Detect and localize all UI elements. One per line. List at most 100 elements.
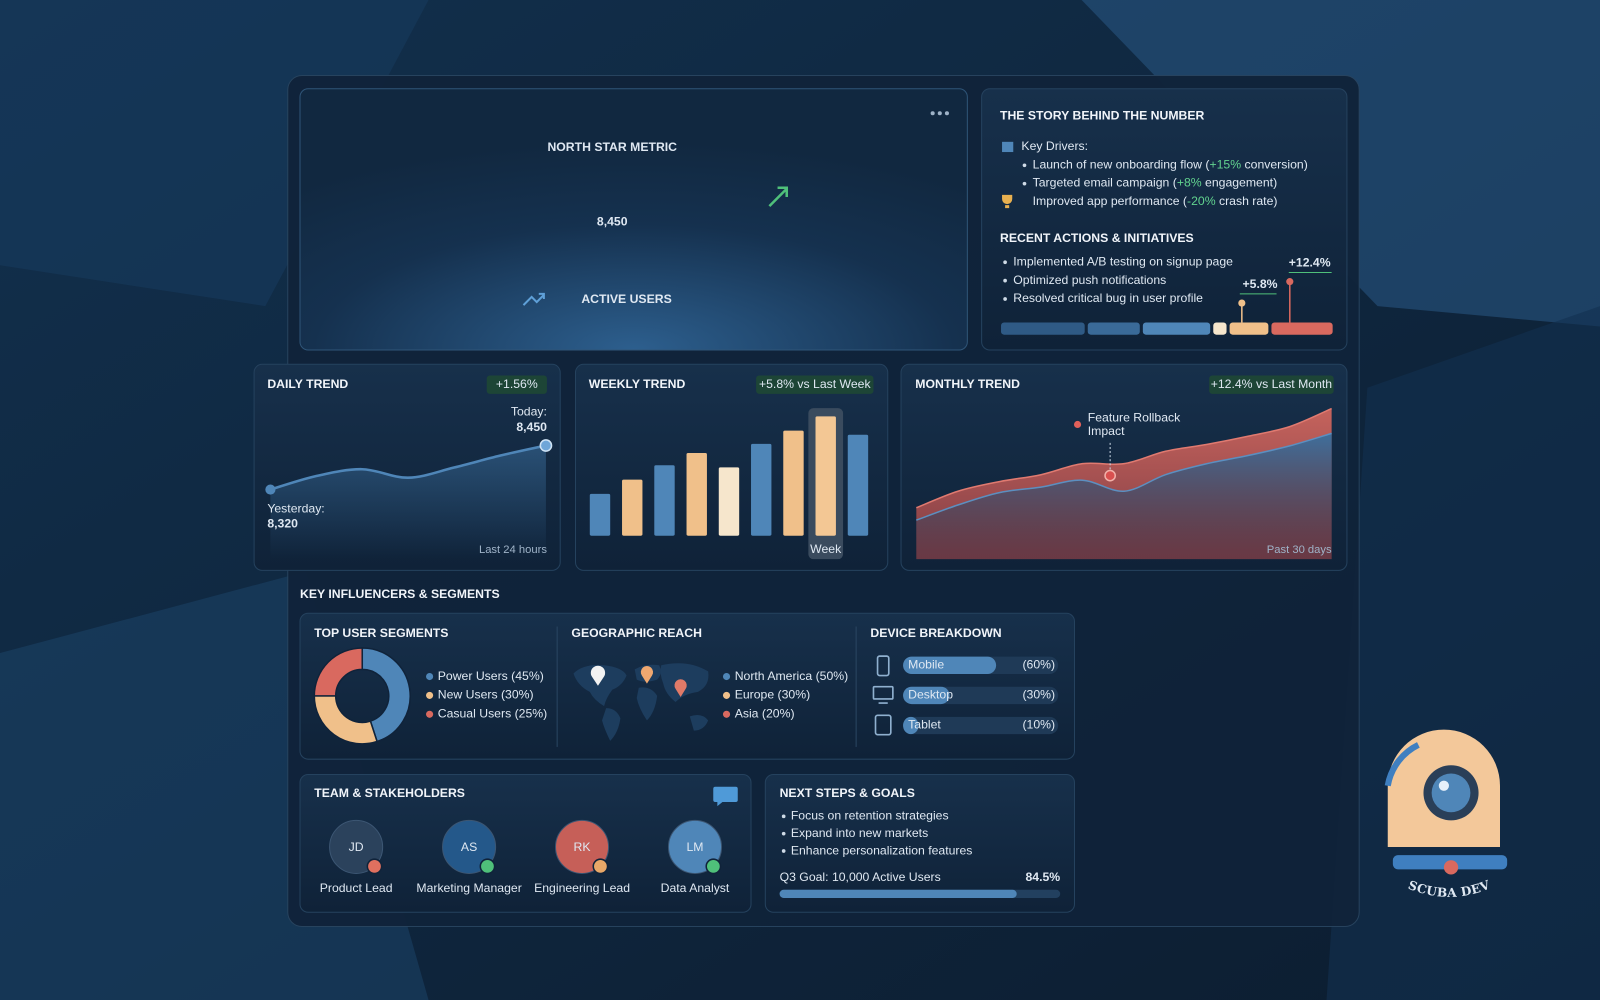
card-title: TEAM & STAKEHOLDERS [314,786,465,800]
section-title: KEY INFLUENCERS & SEGMENTS [300,587,500,601]
actions-title: RECENT ACTIONS & INITIATIVES [1000,231,1194,245]
driver-item: Targeted email campaign (+8% engagement) [1033,176,1278,190]
hero-card [299,88,968,351]
badge: +5.8% vs Last Week [759,377,872,391]
avatar [667,819,723,874]
action-item: Optimized push notifications [1013,273,1166,287]
menu-icon[interactable] [930,111,949,116]
avatar [555,819,610,874]
trend-icon [522,292,545,306]
metric-label: ACTIVE USERS [581,292,671,306]
badge: +12.4% vs Last Month [1211,377,1333,391]
badge: +1.56% [496,377,538,391]
chat-icon[interactable] [713,786,738,807]
device-label: Mobile [908,658,944,672]
next-card [764,773,1075,913]
driver-text: crash rate) [1216,194,1278,208]
device-value: (60%) [1022,658,1055,672]
bar [815,416,836,536]
bar [686,453,707,536]
metric-value: 8,450 [597,215,628,229]
device-label: Desktop [908,688,953,702]
card-footer: Past 30 days [1267,544,1332,556]
card-title: TOP USER SEGMENTS [314,626,448,640]
card-title: DAILY TREND [267,377,348,391]
device-value: (30%) [1022,688,1055,702]
legend-dot [722,672,731,681]
trophy-icon [1002,194,1013,209]
end-point [539,439,553,452]
device-track [903,716,1059,735]
avatar-initials: RK [574,840,592,854]
daily-area [270,445,546,560]
donut-slice [313,647,364,697]
driver-text: Launch of new onboarding flow ( [1033,158,1210,172]
goal-label: Q3 Goal: 10,000 Active Users [780,870,941,884]
legend-dot [426,691,434,699]
device-value: (10%) [1022,718,1055,732]
legend-dot [426,672,434,681]
driver-text: engagement) [1202,176,1278,190]
annotation-point [1104,469,1117,482]
card-title: DEVICE BREAKDOWN [870,626,1001,640]
daily-line [270,444,547,491]
next-item: Expand into new markets [791,826,928,840]
legend-dot [722,691,731,699]
card-title: NEXT STEPS & GOALS [780,786,915,800]
legend-label: Power Users (45%) [438,669,544,683]
driver-item: Improved app performance (-20% crash rat… [1033,194,1278,208]
driver-text: Targeted email campaign ( [1033,176,1177,190]
bar [622,479,643,536]
avatar-initials: AS [461,840,477,854]
upper-line [916,407,1332,509]
badge-bg [486,375,547,394]
member-role: Engineering Lead [534,881,630,895]
story-card [981,88,1348,351]
story-title: THE STORY BEHIND THE NUMBER [1000,109,1205,123]
action-item: Resolved critical bug in user profile [1013,291,1203,305]
legend-label: Europe (30%) [735,688,811,702]
driver-highlight: +8% [1177,176,1202,190]
lower-area [916,433,1332,560]
bar [589,493,611,536]
team-card [299,773,752,913]
legend-label: North America (50%) [735,669,849,683]
bullet [781,849,786,853]
metric-title: NORTH STAR METRIC [547,140,677,154]
impact-label: +12.4% [1289,255,1331,269]
avatar-initials: LM [686,840,703,854]
device-bar [903,686,950,705]
driver-item: Launch of new onboarding flow (+15% conv… [1033,158,1308,172]
device-icons [872,655,894,736]
card-footer: Last 24 hours [479,544,547,556]
bullet [1003,297,1007,301]
annotation-dot [1073,420,1082,429]
bullet [1003,278,1007,283]
status-dot [479,858,496,875]
card-title: GEOGRAPHIC REACH [571,626,702,640]
goal-value: 84.5% [1026,870,1061,884]
map-pins [590,665,687,697]
drivers-title: Key Drivers: [1021,139,1088,153]
avatar-initials: JD [349,840,364,854]
legend-label: Casual Users (25%) [438,707,547,721]
driver-highlight: +15% [1209,158,1241,172]
member-role: Marketing Manager [416,881,521,895]
next-item: Enhance personalization features [791,843,973,857]
timeline-bar [1001,271,1333,335]
lower-line [916,432,1332,521]
chart-icon [1002,141,1014,153]
status-dot [705,858,722,875]
driver-text: conversion) [1241,158,1308,172]
up-arrow-icon [768,186,789,208]
bullet [1022,181,1027,186]
device-label: Tablet [908,718,941,732]
device-bar [903,716,919,735]
badge-bg [1209,375,1334,394]
bar [751,443,772,536]
action-item: Implemented A/B testing on signup page [1013,254,1233,268]
brand-logo [1384,729,1508,875]
status-dot [366,858,383,875]
card-title: MONTHLY TREND [915,377,1020,391]
